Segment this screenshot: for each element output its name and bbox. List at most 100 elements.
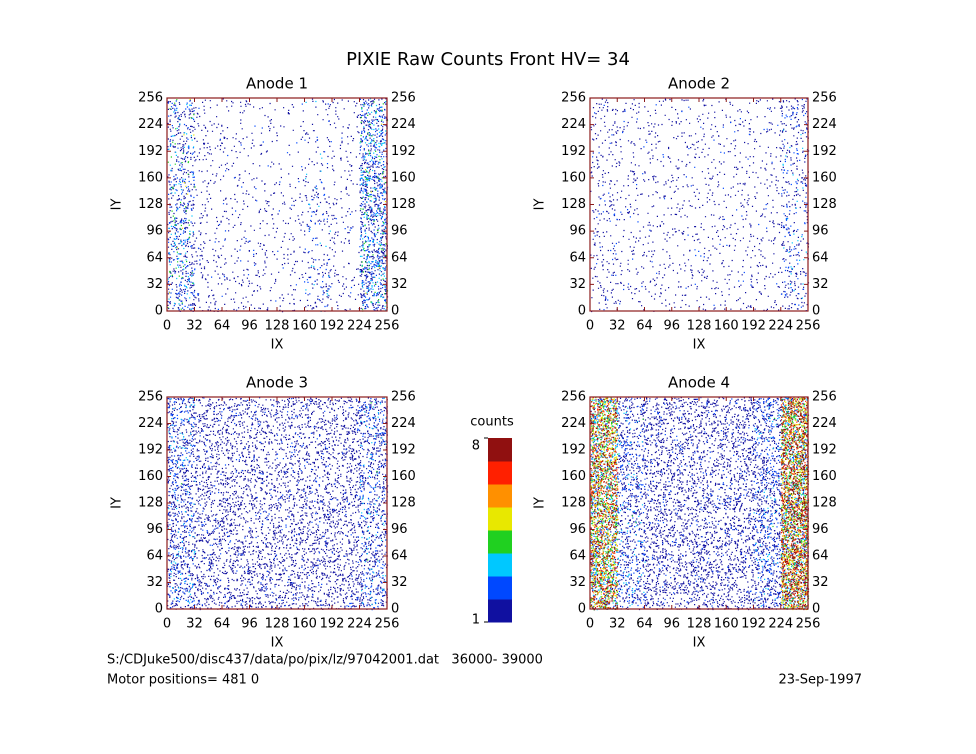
y-tick-label: 32: [146, 277, 163, 292]
count-dots: [754, 557, 782, 584]
count-dots: [590, 124, 619, 153]
count-dots: [730, 118, 741, 124]
count-dots: [198, 107, 200, 109]
count-dots: [304, 583, 334, 610]
count-dots: [332, 476, 361, 504]
y-tick-label: 64: [146, 549, 163, 564]
count-dots: [647, 151, 673, 179]
count-dots: [359, 503, 388, 530]
count-dots: [240, 144, 242, 146]
count-dots: [781, 181, 808, 204]
count-dots: [194, 450, 223, 478]
y-axis-label: IY: [533, 199, 548, 211]
file-info: S:/CDJuke500/disc437/data/po/pix/lz/9704…: [107, 653, 543, 668]
count-dots: [691, 485, 693, 487]
count-dots: [167, 125, 194, 151]
panel-title: Anode 4: [668, 374, 730, 392]
count-dots: [225, 498, 227, 500]
count-dots: [590, 180, 619, 206]
count-dots: [281, 584, 301, 607]
count-dots: [617, 557, 646, 584]
count-dots: [253, 231, 277, 259]
y-tick-label-right: 160: [391, 469, 416, 484]
colorbar-segment: [488, 576, 512, 600]
count-dots: [722, 187, 724, 189]
x-tick-label: 192: [320, 319, 345, 334]
count-dots: [282, 267, 306, 286]
count-dots: [590, 529, 619, 557]
count-dots: [359, 583, 388, 610]
count-dots: [753, 128, 782, 150]
count-dots: [195, 423, 224, 452]
count-dots: [171, 206, 190, 230]
count-dots: [360, 132, 377, 152]
count-dots: [350, 286, 353, 294]
count-dots: [781, 477, 809, 505]
y-tick-label: 224: [138, 416, 163, 431]
y-tick-label-right: 128: [812, 496, 837, 511]
count-dots: [170, 558, 194, 583]
count-dots: [167, 231, 196, 259]
count-dots: [167, 503, 196, 531]
count-dots: [592, 204, 618, 233]
count-dots: [699, 450, 728, 478]
count-dots: [224, 210, 237, 232]
count-dots: [644, 529, 673, 558]
count-dots: [360, 151, 388, 179]
count-dots: [727, 503, 755, 531]
count-dots: [170, 152, 195, 179]
count-dots: [690, 185, 692, 187]
y-tick-label: 128: [561, 197, 586, 212]
y-tick-label: 96: [146, 224, 163, 239]
count-dots: [222, 450, 251, 478]
count-dots: [361, 503, 387, 528]
count-dots: [376, 470, 378, 473]
count-dots: [194, 556, 224, 584]
count-dots: [663, 198, 666, 200]
count-dots: [367, 559, 369, 561]
y-tick-label: 256: [138, 91, 163, 106]
y-tick-label: 64: [569, 250, 586, 265]
count-dots: [222, 127, 248, 153]
y-tick-label-right: 64: [391, 549, 408, 564]
count-dots: [590, 450, 619, 478]
count-dots: [219, 223, 221, 226]
count-dots: [600, 184, 610, 202]
count-dots: [726, 529, 755, 558]
count-dots: [609, 134, 613, 144]
count-dots: [280, 232, 306, 256]
count-dots: [618, 425, 646, 451]
count-dots: [781, 556, 809, 584]
y-tick-label-right: 192: [812, 144, 837, 159]
count-dots: [222, 205, 249, 232]
count-dots: [647, 98, 673, 126]
count-dots: [167, 476, 195, 504]
y-tick-label: 0: [578, 304, 586, 319]
colorbar-segment: [488, 461, 512, 485]
y-tick-label: 64: [146, 250, 163, 265]
count-dots: [783, 124, 809, 151]
count-dots: [781, 231, 810, 257]
count-dots: [195, 478, 220, 494]
y-tick-label-right: 224: [812, 416, 837, 431]
count-dots: [332, 450, 361, 477]
count-dots: [296, 139, 306, 144]
count-dots: [590, 556, 619, 584]
count-dots: [623, 110, 638, 123]
y-tick-label: 224: [561, 416, 586, 431]
count-dots: [223, 399, 248, 425]
count-dots: [723, 218, 725, 220]
count-dots: [222, 476, 251, 505]
count-dots: [359, 124, 388, 152]
count-dots: [733, 152, 755, 178]
count-dots: [250, 205, 278, 231]
count-dots: [278, 178, 305, 205]
y-tick-label: 128: [138, 197, 163, 212]
count-dots: [754, 476, 782, 504]
count-dots: [701, 125, 725, 150]
y-tick-label-right: 0: [391, 304, 399, 319]
count-dots: [729, 101, 752, 126]
count-dots: [780, 530, 809, 557]
count-dots: [167, 582, 196, 610]
count-dots: [672, 179, 700, 206]
